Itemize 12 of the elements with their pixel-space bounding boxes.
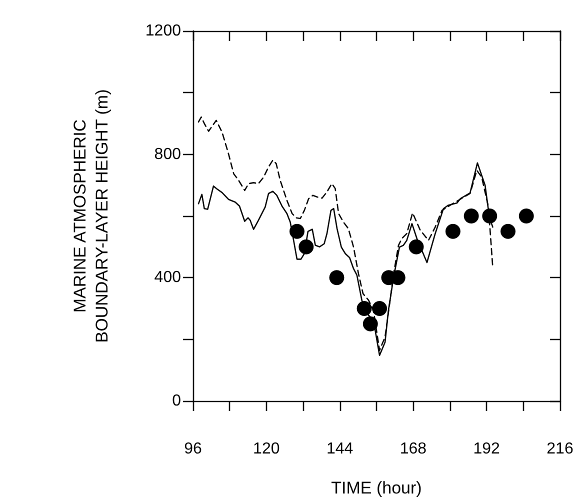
x-tick-label: 216 — [546, 440, 574, 458]
x-tick-label: 144 — [326, 440, 354, 458]
x-tick-label: 96 — [184, 440, 202, 458]
y-tick-label: 400 — [154, 269, 182, 286]
x-axis-title: TIME (hour) — [331, 478, 422, 498]
x-tick-label: 168 — [400, 440, 427, 458]
y-tick-label: 0 — [172, 392, 182, 410]
y-axis-title: MARINE ATMOSPHERIC BOUNDARY-LAYER HEIGHT (m) — [70, 89, 112, 343]
x-tick-label: 120 — [253, 440, 280, 458]
y-tick-label: 1200 — [145, 22, 182, 40]
y-tick-label: 800 — [154, 146, 182, 163]
x-tick-label: 192 — [473, 440, 500, 458]
